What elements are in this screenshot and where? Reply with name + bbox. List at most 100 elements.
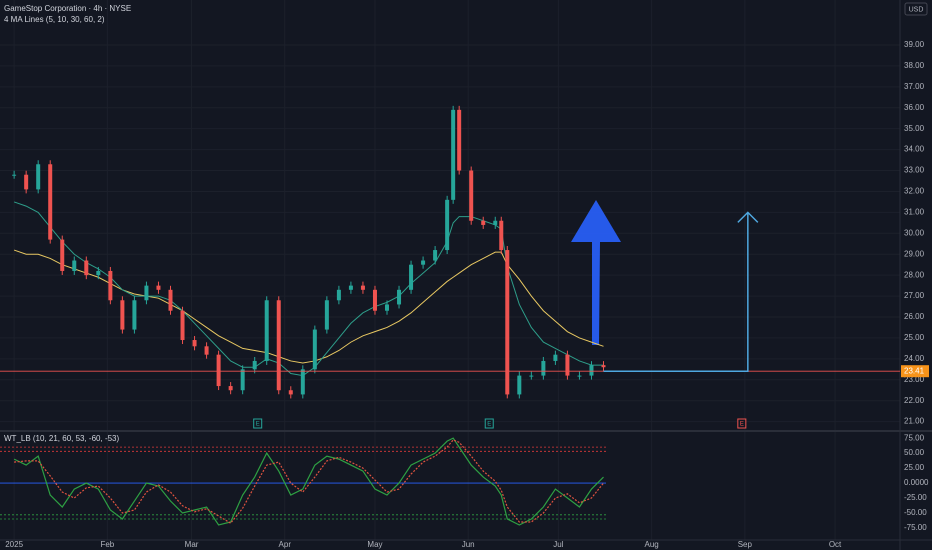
last-price-label: 23.41 xyxy=(904,366,925,375)
y-tick-label: 75.00 xyxy=(904,433,925,442)
candle-body xyxy=(156,285,161,290)
candle-body xyxy=(409,264,414,290)
oscillator-line xyxy=(14,439,604,524)
y-tick-label: 27.00 xyxy=(904,291,925,300)
y-tick-label: 29.00 xyxy=(904,249,925,258)
x-tick-label: May xyxy=(367,540,382,549)
candle-body xyxy=(517,375,522,395)
earnings-label: E xyxy=(256,422,260,428)
candle-body xyxy=(24,174,29,190)
candle-body xyxy=(397,289,402,305)
y-tick-label: -50.00 xyxy=(904,508,927,517)
candle-body xyxy=(120,300,125,330)
y-tick-label: 0.0000 xyxy=(904,478,929,487)
currency: USD xyxy=(909,6,924,13)
candle-body xyxy=(385,304,390,311)
oscillator-title: WT_LB (10, 21, 60, 53, -60, -53) xyxy=(4,434,120,443)
x-tick-label: Oct xyxy=(829,540,842,549)
candle-body xyxy=(493,220,498,225)
candle-body xyxy=(180,310,185,341)
oscillator-line xyxy=(13,437,604,526)
y-tick-label: -75.00 xyxy=(904,523,927,532)
y-tick-label: 25.00 xyxy=(904,463,925,472)
candle-body xyxy=(84,260,89,276)
candle-body xyxy=(481,220,486,225)
moving-average xyxy=(13,201,604,377)
candle-body xyxy=(72,260,77,271)
earnings-marker xyxy=(737,418,747,429)
candle-body xyxy=(108,270,113,301)
candle-body xyxy=(457,109,462,171)
x-tick-label: Jul xyxy=(553,540,563,549)
x-tick-label: Feb xyxy=(100,540,114,549)
candle-body xyxy=(499,220,504,251)
candle-body xyxy=(589,365,594,376)
y-tick-label: 37.00 xyxy=(904,82,925,91)
candle-body xyxy=(192,340,197,347)
candle-body xyxy=(228,386,233,391)
earnings-marker xyxy=(484,418,494,429)
y-tick-label: 38.00 xyxy=(904,61,925,70)
candle-body xyxy=(601,365,606,368)
candle-body xyxy=(276,300,281,391)
last-price-box xyxy=(901,365,929,378)
candle-body xyxy=(216,354,221,387)
indicator-label: 4 MA Lines (5, 10, 30, 60, 2) xyxy=(4,15,105,24)
y-tick-label: 22.00 xyxy=(904,396,925,405)
candle-body xyxy=(288,390,293,395)
y-tick-label: 30.00 xyxy=(904,228,925,237)
candle-body xyxy=(12,174,17,176)
candle-body xyxy=(336,289,341,301)
candle-body xyxy=(553,354,558,361)
candle-body xyxy=(48,164,53,240)
y-tick-label: 50.00 xyxy=(904,448,925,457)
candle-body xyxy=(96,270,101,276)
candle-body xyxy=(565,354,570,376)
candle-body xyxy=(360,285,365,290)
y-tick-label: 34.00 xyxy=(904,145,925,154)
candle-body xyxy=(300,369,305,395)
y-tick-label: 36.00 xyxy=(904,103,925,112)
candle-body xyxy=(60,239,65,271)
candle-body xyxy=(240,369,245,391)
x-tick-label: Apr xyxy=(279,540,292,549)
x-tick-label: 2025 xyxy=(5,540,23,549)
y-tick-label: 31.00 xyxy=(904,207,925,216)
candle-body xyxy=(36,164,41,190)
y-tick-label: 25.00 xyxy=(904,333,925,342)
chart-title: GameStop Corporation · 4h · NYSE xyxy=(4,4,131,13)
y-tick-label: -25.00 xyxy=(904,493,927,502)
projection-line xyxy=(603,212,749,372)
y-tick-label: 33.00 xyxy=(904,166,925,175)
candle-body xyxy=(348,285,353,290)
candle-body xyxy=(469,170,474,221)
earnings-marker xyxy=(253,418,263,429)
candle-body xyxy=(168,289,173,311)
candle-body xyxy=(529,375,534,377)
candle-body xyxy=(451,109,456,200)
y-tick-label: 39.00 xyxy=(904,40,925,49)
candle-body xyxy=(445,199,450,251)
candle-body xyxy=(541,360,546,376)
candle-body xyxy=(144,285,149,301)
currency-box[interactable] xyxy=(904,2,928,16)
earnings-label: E xyxy=(740,422,744,428)
moving-average xyxy=(13,249,604,364)
up-arrow-drawing[interactable] xyxy=(571,200,621,345)
candle-body xyxy=(204,346,209,355)
candle-body xyxy=(252,360,257,370)
x-tick-label: Sep xyxy=(738,540,753,549)
y-tick-label: 24.00 xyxy=(904,354,925,363)
x-tick-label: Jun xyxy=(462,540,475,549)
y-tick-label: 28.00 xyxy=(904,270,925,279)
earnings-label: E xyxy=(487,422,491,428)
x-tick-label: Mar xyxy=(185,540,199,549)
candle-body xyxy=(132,300,137,330)
grid xyxy=(0,0,900,540)
y-tick-label: 32.00 xyxy=(904,187,925,196)
candle-body xyxy=(324,300,329,330)
candle-body xyxy=(577,375,582,377)
candle-body xyxy=(433,250,438,261)
y-tick-label: 21.00 xyxy=(904,417,925,426)
